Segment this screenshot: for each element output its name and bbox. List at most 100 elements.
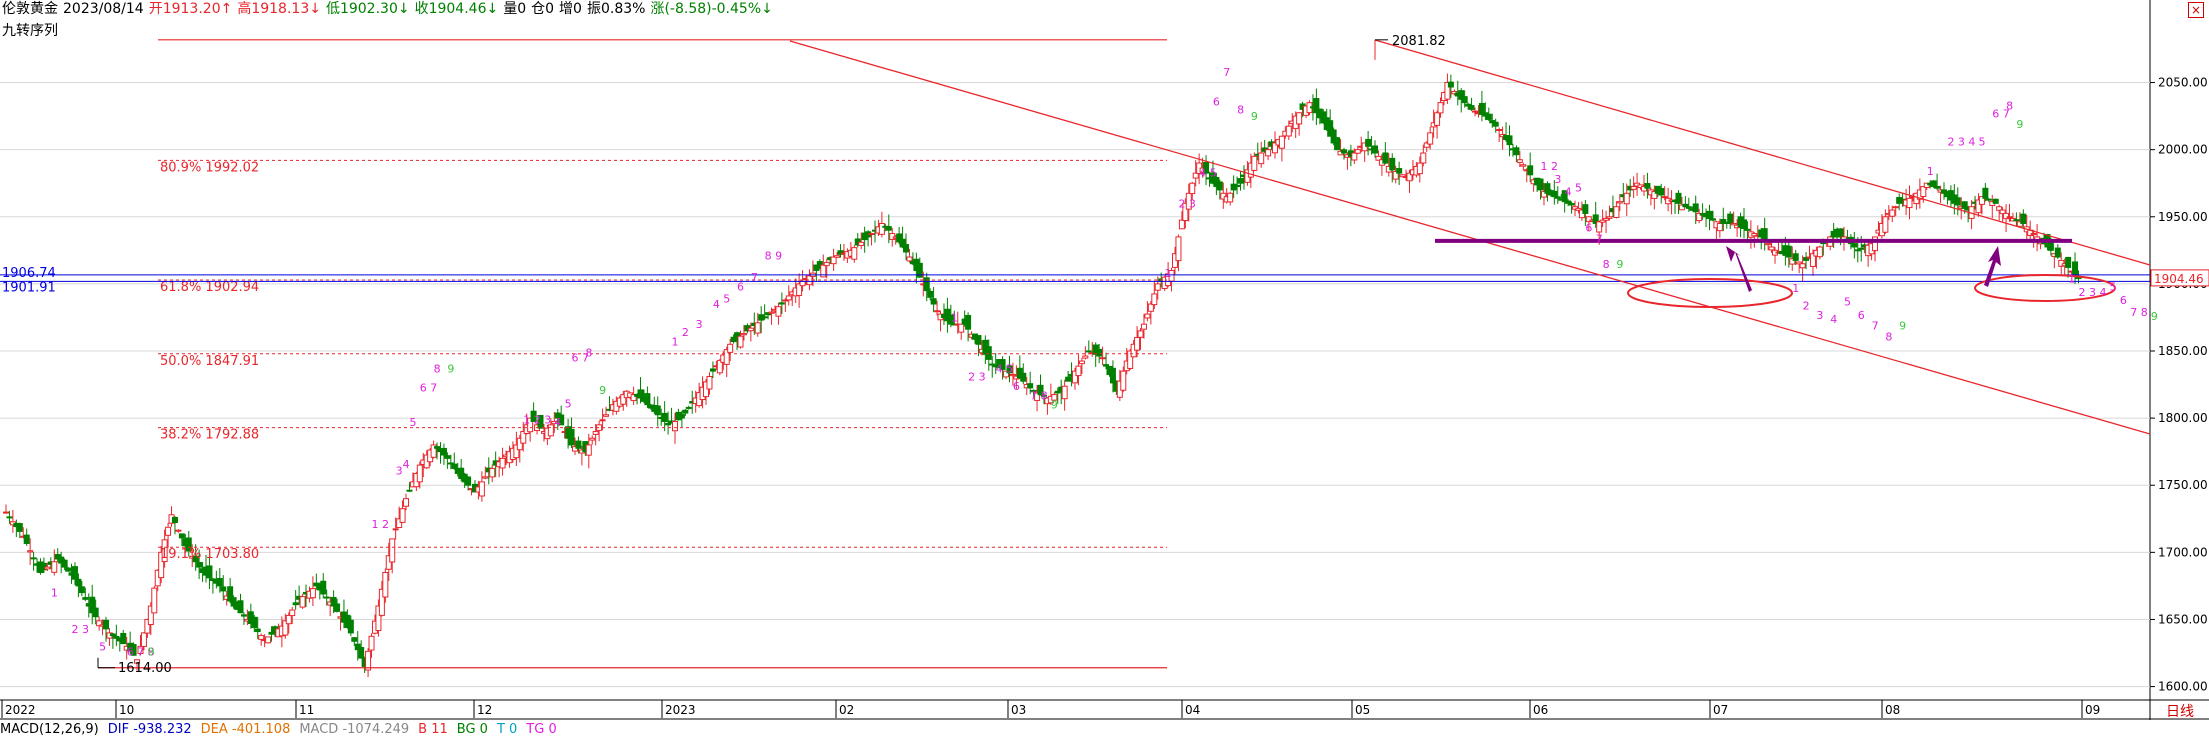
candle-body <box>144 618 151 634</box>
candle-body <box>354 643 361 651</box>
candle-body <box>1613 206 1620 218</box>
td-count-label: 6 <box>1213 95 1220 108</box>
candle-body <box>1272 142 1279 154</box>
candle-body <box>1109 367 1116 384</box>
td-count-label: 7 <box>1223 66 1230 79</box>
macd-dif: DIF -938.232 <box>107 722 192 737</box>
candle-body <box>1816 246 1823 258</box>
candle-body <box>1854 249 1861 252</box>
candle-body <box>1568 203 1575 206</box>
candle-body <box>1340 149 1347 154</box>
candle-body <box>1147 303 1154 312</box>
candle-body <box>1127 350 1134 369</box>
candle-body <box>1678 204 1685 211</box>
candle-body <box>1727 213 1734 224</box>
candle-body <box>754 322 761 334</box>
candle-body <box>1603 217 1610 221</box>
candle-body <box>1082 355 1089 359</box>
candle-body <box>171 516 178 523</box>
candle-body <box>1906 197 1913 209</box>
candle-body <box>1258 152 1265 165</box>
candle-body <box>878 222 885 235</box>
candle-body <box>40 562 47 571</box>
candle-body <box>1858 247 1865 250</box>
candle-body <box>1234 184 1241 188</box>
candle-body <box>1561 190 1568 203</box>
td-count-label: 3 <box>396 464 403 477</box>
candle-body <box>1192 172 1199 179</box>
candle-body <box>1327 120 1334 137</box>
candle-body <box>547 424 554 437</box>
candle-body <box>1003 370 1010 378</box>
candle-body <box>251 616 258 629</box>
td-count-label: 8 <box>1603 258 1610 271</box>
td-count-label: 7 <box>1872 320 1879 333</box>
td-count-label: 9 <box>1051 399 1058 412</box>
candle-body <box>396 518 403 529</box>
candle-body <box>1051 394 1058 401</box>
macd-tg: TG 0 <box>526 722 557 737</box>
candle-body <box>1178 219 1185 230</box>
candle-body <box>334 603 341 612</box>
candle-body <box>1954 197 1961 206</box>
td-count-label: 2 <box>1803 299 1810 312</box>
candle-body <box>399 508 406 523</box>
td-count-label: 6 7 <box>420 381 438 394</box>
fib-level-label: 38.2% 1792.88 <box>160 428 259 443</box>
close-icon[interactable]: × <box>2188 2 2204 18</box>
candle-body <box>320 580 327 595</box>
channel-lower-line <box>789 40 2151 435</box>
candle-body <box>140 632 147 647</box>
td-count-label: 7 <box>1596 232 1603 245</box>
candle-body <box>1520 164 1527 167</box>
td-count-label: 9 <box>1251 110 1258 123</box>
last-price-label: 1904.46 <box>2154 272 2204 286</box>
y-tick-label: 1600.00 <box>2158 680 2208 694</box>
increase: 增0 <box>559 1 582 17</box>
candle-body <box>1975 199 1982 214</box>
candle-body <box>785 295 792 301</box>
x-tick-label: 05 <box>1355 703 1370 717</box>
candle-body <box>1527 165 1534 176</box>
fib-level-label: 61.8% 1902.94 <box>160 280 259 295</box>
candle-body <box>109 633 116 637</box>
candle-body <box>1375 155 1382 161</box>
candle-body <box>103 619 110 630</box>
td-count-label: 8 9 <box>765 250 783 263</box>
candle-body <box>1278 135 1285 149</box>
candle-body <box>299 596 306 608</box>
td-count-label: 2 3 <box>72 623 90 636</box>
x-tick-label: 11 <box>299 703 314 717</box>
candle-body <box>1389 157 1396 171</box>
candle-body <box>1154 283 1161 291</box>
candle-body <box>740 333 747 336</box>
last-price-box <box>2150 269 2209 287</box>
candle-body <box>130 644 137 656</box>
candle-body <box>1785 245 1792 258</box>
candle-body <box>51 561 58 573</box>
timeframe-button[interactable]: 日线 <box>2166 704 2194 720</box>
candle-body <box>527 417 534 433</box>
candle-body <box>44 566 51 570</box>
candle-body <box>147 605 154 626</box>
candle-body <box>178 533 185 539</box>
candle-body <box>2065 256 2072 268</box>
volume: 量0 <box>503 1 527 17</box>
candle-body <box>620 394 627 405</box>
candle-body <box>1606 216 1613 219</box>
td-count-label: 7 8 <box>1030 389 1048 402</box>
candle-body <box>934 310 941 313</box>
candle-body <box>737 335 744 348</box>
candle-body <box>885 226 892 231</box>
candle-body <box>671 420 678 432</box>
candle-body <box>434 446 441 449</box>
candle-body <box>958 323 965 333</box>
candle-body <box>16 523 23 532</box>
quote-header: 伦敦黄金 2023/08/14 开1913.20↑ 高1918.13↓ 低1902.30… <box>2 0 778 19</box>
candle-body <box>1382 152 1389 164</box>
candle-body <box>134 659 141 664</box>
candle-body <box>1792 253 1799 261</box>
candle-body <box>1644 183 1651 189</box>
candle-body <box>1061 385 1068 400</box>
